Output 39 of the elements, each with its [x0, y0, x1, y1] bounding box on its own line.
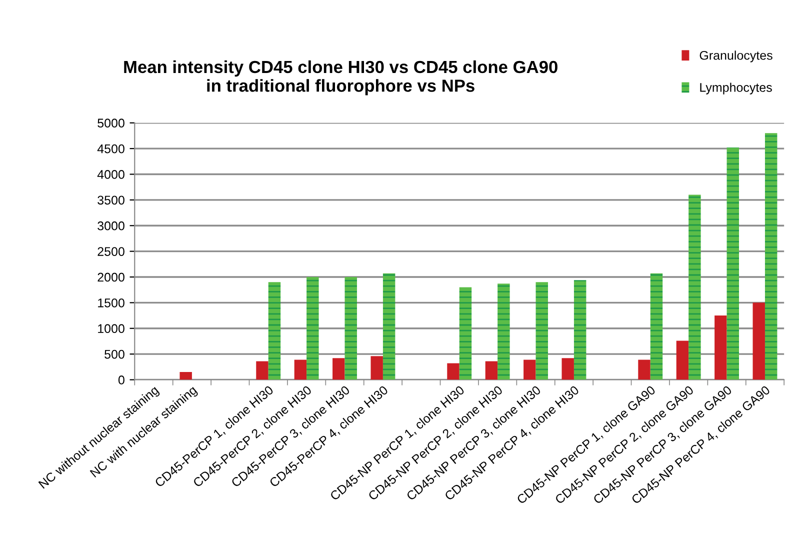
bar [306, 277, 319, 380]
y-tick-label: 4000 [97, 170, 124, 179]
bar [676, 340, 689, 380]
bar [726, 148, 739, 380]
y-tick-label: 5000 [98, 118, 124, 128]
bar [268, 282, 281, 380]
legend-label: Lymphocytes [700, 82, 772, 94]
bar [256, 361, 268, 380]
bar [638, 360, 650, 380]
bar [650, 273, 663, 380]
bar [370, 356, 383, 380]
chart-title: Mean intensity CD45 clone HI30 vs CD45 clone GA90 in traditional fluorophore vs NPs [124, 60, 558, 96]
y-tick-label: 500 [104, 350, 124, 359]
bar [332, 358, 345, 380]
bar [294, 360, 307, 380]
y-tick-label: 1000 [98, 324, 124, 334]
bar [574, 280, 586, 380]
bar [764, 133, 778, 380]
bar [562, 358, 574, 380]
y-tick-label: 3500 [98, 196, 124, 205]
bar [180, 372, 192, 380]
y-tick-label: 2500 [98, 247, 124, 256]
bar [382, 273, 396, 380]
bar [714, 316, 727, 380]
legend-label: Granulocytes [700, 50, 772, 62]
bar [752, 302, 765, 380]
bar [688, 194, 701, 380]
bar [524, 360, 536, 380]
bar [536, 282, 548, 380]
bar [344, 277, 357, 380]
y-tick-label: 0 [118, 376, 124, 384]
y-tick-label: 2000 [98, 272, 124, 282]
y-tick-label: 1500 [98, 298, 124, 308]
y-tick-label: 3000 [98, 221, 124, 230]
bar [447, 363, 460, 380]
bar [459, 287, 472, 380]
y-tick-label: 4500 [97, 144, 124, 154]
bar [485, 361, 498, 380]
bar [498, 284, 510, 380]
